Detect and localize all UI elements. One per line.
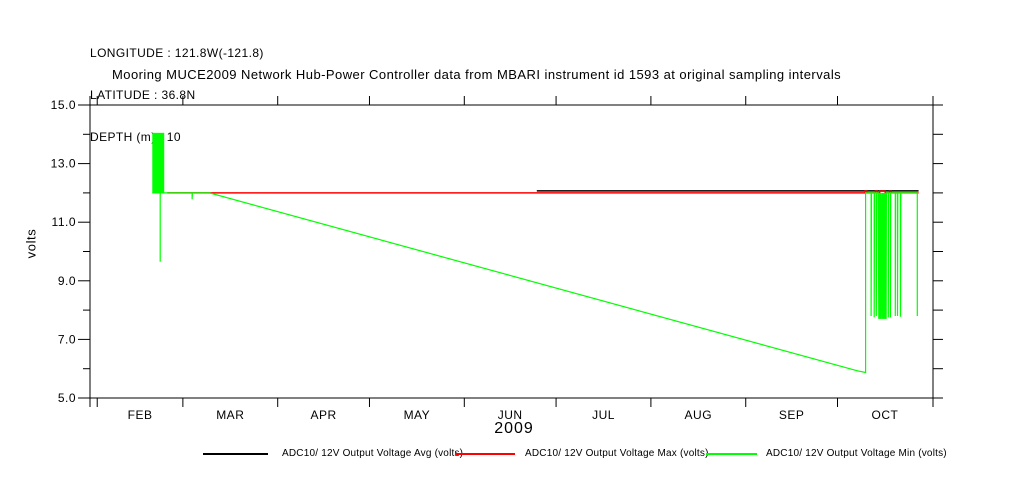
y-tick-label: 11.0 — [52, 215, 76, 229]
station-info: LONGITUDE : 121.8W(-121.8) LATITUDE : 36… — [90, 18, 264, 172]
min-oscillation-band — [152, 132, 165, 193]
x-tick-label: JUN — [498, 408, 523, 422]
x-axis-year-label: 2009 — [494, 420, 534, 437]
series-min — [152, 192, 918, 374]
legend-line-min — [706, 453, 757, 455]
y-tick-label: 5.0 — [58, 391, 76, 405]
x-tick-label: JUL — [592, 408, 615, 422]
x-tick-label: MAY — [404, 408, 431, 422]
x-tick-label: FEB — [128, 408, 153, 422]
x-tick-label: MAR — [216, 408, 244, 422]
x-tick-label: AUG — [685, 408, 713, 422]
legend-line-max — [455, 453, 515, 455]
chart-title: Mooring MUCE2009 Network Hub-Power Contr… — [112, 67, 842, 82]
latitude-text: LATITUDE : 36.8N — [90, 88, 196, 102]
y-tick-label: 9.0 — [58, 274, 76, 288]
legend-label-min: ADC10/ 12V Output Voltage Min (volts) — [766, 448, 947, 459]
y-tick-label: 15.0 — [51, 98, 76, 112]
y-tick-label: 13.0 — [51, 157, 76, 171]
y-axis-label: volts — [23, 228, 39, 259]
depth-text: DEPTH (m) : 10 — [90, 130, 181, 144]
legend-line-avg — [203, 453, 268, 455]
longitude-text: LONGITUDE : 121.8W(-121.8) — [90, 46, 264, 60]
x-tick-label: OCT — [871, 408, 898, 422]
x-tick-label: SEP — [779, 408, 805, 422]
y-tick-label: 7.0 — [58, 332, 76, 346]
legend-label-max: ADC10/ 12V Output Voltage Max (volts) — [525, 448, 709, 459]
x-tick-label: APR — [310, 408, 336, 422]
legend-label-avg: ADC10/ 12V Output Voltage Avg (volts) — [282, 448, 464, 459]
